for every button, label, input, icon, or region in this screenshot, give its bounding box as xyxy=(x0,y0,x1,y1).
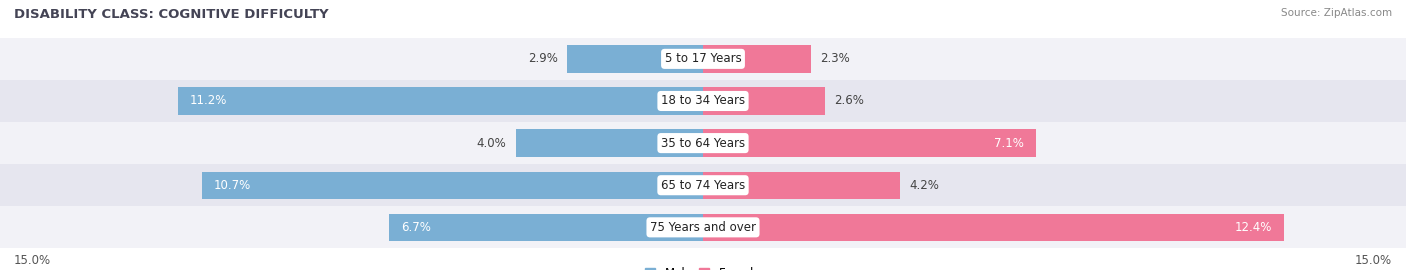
Text: 10.7%: 10.7% xyxy=(214,179,250,192)
Text: 75 Years and over: 75 Years and over xyxy=(650,221,756,234)
Text: 5 to 17 Years: 5 to 17 Years xyxy=(665,52,741,65)
Bar xyxy=(703,45,811,73)
Text: 2.9%: 2.9% xyxy=(527,52,558,65)
Text: 35 to 64 Years: 35 to 64 Years xyxy=(661,137,745,150)
Bar xyxy=(389,214,703,241)
Bar xyxy=(703,87,825,115)
Text: 65 to 74 Years: 65 to 74 Years xyxy=(661,179,745,192)
Text: 4.0%: 4.0% xyxy=(477,137,506,150)
Text: 2.6%: 2.6% xyxy=(834,94,865,107)
Text: DISABILITY CLASS: COGNITIVE DIFFICULTY: DISABILITY CLASS: COGNITIVE DIFFICULTY xyxy=(14,8,329,21)
Bar xyxy=(703,171,900,199)
Bar xyxy=(0,206,1406,248)
Bar xyxy=(703,129,1036,157)
Bar xyxy=(0,122,1406,164)
Bar xyxy=(0,164,1406,206)
Bar xyxy=(201,171,703,199)
Text: 4.2%: 4.2% xyxy=(910,179,939,192)
Text: 2.3%: 2.3% xyxy=(820,52,849,65)
Text: 6.7%: 6.7% xyxy=(401,221,430,234)
Text: 15.0%: 15.0% xyxy=(14,254,51,267)
Bar xyxy=(0,80,1406,122)
Bar xyxy=(179,87,703,115)
Text: 12.4%: 12.4% xyxy=(1234,221,1272,234)
Bar xyxy=(0,38,1406,80)
Text: 18 to 34 Years: 18 to 34 Years xyxy=(661,94,745,107)
Text: 15.0%: 15.0% xyxy=(1355,254,1392,267)
Legend: Male, Female: Male, Female xyxy=(645,267,761,270)
Text: 7.1%: 7.1% xyxy=(994,137,1024,150)
Bar xyxy=(567,45,703,73)
Bar xyxy=(703,214,1284,241)
Text: 11.2%: 11.2% xyxy=(190,94,228,107)
Text: Source: ZipAtlas.com: Source: ZipAtlas.com xyxy=(1281,8,1392,18)
Bar xyxy=(516,129,703,157)
